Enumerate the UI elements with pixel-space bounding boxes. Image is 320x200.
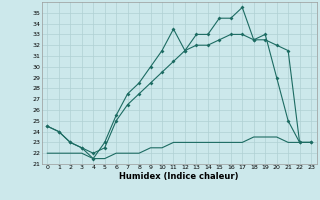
X-axis label: Humidex (Indice chaleur): Humidex (Indice chaleur) — [119, 172, 239, 181]
